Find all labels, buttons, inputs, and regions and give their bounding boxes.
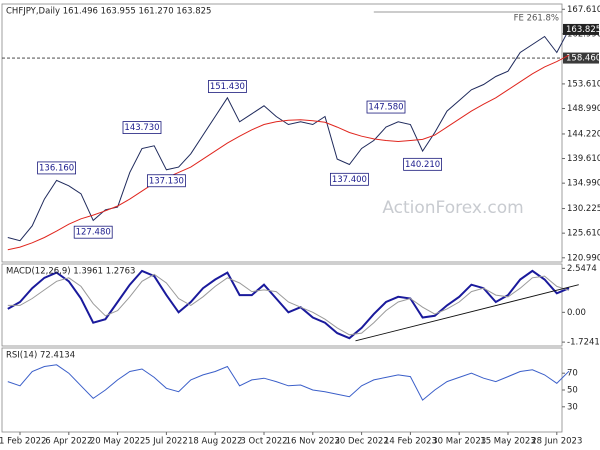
level-box bbox=[563, 52, 599, 64]
y-tick-label: 30 bbox=[567, 402, 578, 412]
x-tick-label: 14 Feb 2023 bbox=[384, 437, 437, 447]
y-tick-label: 144.220 bbox=[567, 129, 600, 139]
x-tick-label: 30 Mar 2023 bbox=[432, 437, 486, 447]
last-price-box bbox=[563, 23, 599, 35]
level-label: 158.460 bbox=[566, 54, 600, 64]
swing-label: 137.400 bbox=[332, 175, 367, 185]
panel-frame bbox=[1, 347, 563, 433]
swing-label: 136.160 bbox=[39, 163, 74, 173]
trendline bbox=[355, 284, 579, 342]
swing-box bbox=[122, 121, 162, 134]
series-line bbox=[7, 364, 570, 401]
swing-box bbox=[403, 157, 443, 171]
x-tick-label: 6 Apr 2022 bbox=[45, 437, 92, 447]
y-tick-label: 125.610 bbox=[567, 229, 600, 239]
x-tick-label: 16 Nov 2022 bbox=[286, 437, 340, 447]
series-line bbox=[7, 54, 570, 251]
panel-title: CHFJPY,Daily 161.496 163.955 161.270 163… bbox=[6, 7, 211, 17]
swing-label: 140.210 bbox=[405, 160, 440, 170]
y-tick-label: 134.990 bbox=[567, 179, 600, 189]
series-line bbox=[7, 273, 570, 336]
x-tick-label: 15 May 2023 bbox=[480, 437, 535, 447]
panel-frame bbox=[1, 3, 563, 263]
level-label: FE 261.8% bbox=[514, 13, 559, 23]
swing-label: 151.430 bbox=[210, 82, 245, 92]
y-tick-label: 0.00 bbox=[567, 308, 586, 318]
x-tick-label: 18 Aug 2022 bbox=[188, 437, 242, 447]
y-tick-label: 50 bbox=[567, 386, 578, 396]
swing-label: 127.480 bbox=[76, 228, 111, 238]
panel-frame bbox=[1, 263, 563, 347]
swing-box bbox=[73, 225, 113, 239]
y-tick-label: 70 bbox=[567, 369, 578, 379]
swing-box bbox=[37, 161, 76, 175]
y-tick-label: -1.7241 bbox=[567, 338, 600, 348]
panel-title: MACD(12,26,9) 1.3961 1.2763 bbox=[6, 267, 135, 277]
watermark: ActionForex.com bbox=[382, 198, 523, 218]
swing-box bbox=[146, 174, 186, 188]
y-tick-label: 148.990 bbox=[567, 104, 600, 114]
x-tick-label: 3 Oct 2022 bbox=[240, 437, 287, 447]
last-price-label: 163.825 bbox=[566, 25, 600, 35]
x-tick-label: 28 Jun 2023 bbox=[531, 437, 582, 447]
y-tick-label: 120.990 bbox=[567, 253, 600, 263]
y-tick-label: 2.5474 bbox=[567, 264, 597, 274]
series-line bbox=[7, 269, 570, 340]
series-line bbox=[7, 29, 570, 242]
x-tick-label: 5 Jul 2022 bbox=[145, 437, 188, 447]
y-tick-label: 130.225 bbox=[567, 204, 600, 214]
swing-label: 147.580 bbox=[368, 103, 403, 113]
swing-label: 137.130 bbox=[149, 176, 184, 186]
y-tick-label: 153.610 bbox=[567, 79, 600, 89]
swing-box bbox=[366, 100, 406, 114]
y-tick-label: 139.610 bbox=[567, 154, 600, 164]
x-tick-label: 30 Dec 2022 bbox=[334, 437, 388, 447]
swing-box bbox=[207, 80, 247, 93]
x-tick-label: 20 May 2022 bbox=[90, 437, 145, 447]
y-tick-label: 167.610 bbox=[567, 5, 600, 15]
panel-title: RSI(14) 72.4134 bbox=[6, 351, 75, 361]
x-tick-label: 21 Feb 2022 bbox=[0, 437, 46, 447]
swing-box bbox=[329, 172, 369, 186]
swing-label: 143.730 bbox=[124, 123, 159, 133]
